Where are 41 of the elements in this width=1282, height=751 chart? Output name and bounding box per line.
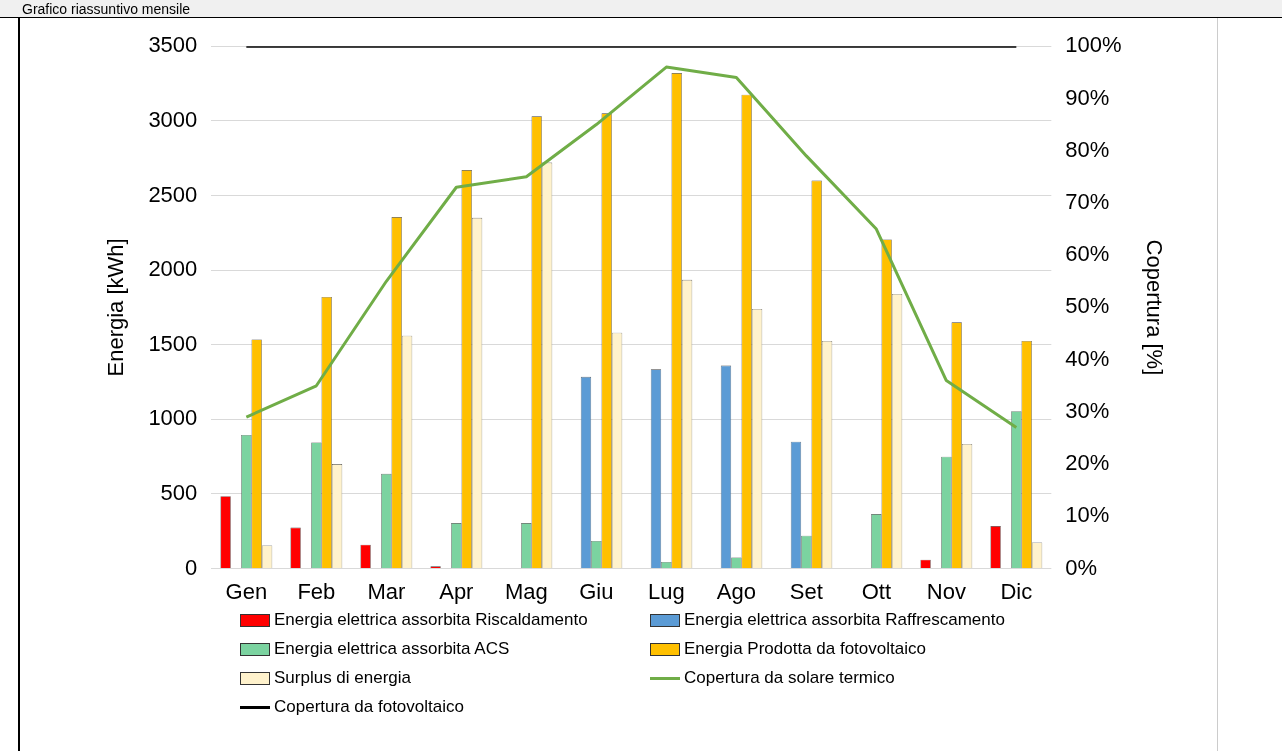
x-tick-label: Feb [297, 578, 336, 604]
y-axis-title: Energia [kWh] [103, 238, 129, 377]
x-tick-label: Mar [367, 578, 406, 604]
y2-tick-label: 50% [1065, 293, 1110, 319]
chart-title: Grafico riassuntivo mensile [0, 0, 1282, 18]
y2-tick-label: 100% [1065, 32, 1122, 58]
x-tick-label: Nov [926, 578, 966, 604]
y-tick-label: 0 [185, 554, 198, 580]
legend-label: Energia elettrica assorbita Raffrescamento [684, 610, 1005, 630]
x-tick-label: Ott [861, 578, 892, 604]
y-tick-label: 500 [160, 480, 198, 506]
legend-label: Energia Prodotta da fotovoltaico [684, 639, 926, 659]
y-tick-label: 3500 [148, 32, 198, 58]
legend-label: Energia elettrica assorbita Riscaldamento [274, 610, 588, 630]
y2-tick-label: 40% [1065, 345, 1110, 371]
legend-label: Copertura da solare termico [684, 668, 895, 688]
y2-tick-label: 0% [1065, 554, 1098, 580]
x-tick-label: Ago [716, 578, 756, 604]
y2-tick-label: 10% [1065, 502, 1110, 528]
x-tick-label: Set [789, 578, 823, 604]
x-tick-label: Mag [504, 578, 548, 604]
y-tick-label: 1500 [148, 330, 198, 356]
y2-tick-label: 70% [1065, 188, 1110, 214]
y-tick-label: 3000 [148, 106, 198, 132]
legend-label: Surplus di energia [274, 668, 412, 688]
y2-axis-title: Copertura [%] [1141, 239, 1167, 376]
y2-tick-label: 20% [1065, 450, 1110, 476]
y2-tick-label: 30% [1065, 397, 1110, 423]
x-tick-label: Dic [1000, 578, 1033, 604]
x-tick-label: Apr [439, 578, 474, 604]
y-tick-label: 2000 [148, 256, 198, 282]
y2-tick-label: 90% [1065, 84, 1110, 110]
x-tick-label: Giu [579, 578, 614, 604]
y-tick-label: 1000 [148, 405, 198, 431]
y-tick-label: 2500 [148, 181, 198, 207]
y2-tick-label: 80% [1065, 136, 1110, 162]
y2-tick-label: 60% [1065, 241, 1110, 267]
legend-label: Energia elettrica assorbita ACS [274, 639, 510, 659]
x-tick-label: Gen [225, 578, 268, 604]
x-tick-label: Lug [647, 578, 685, 604]
legend-label: Copertura da fotovoltaico [274, 697, 464, 717]
